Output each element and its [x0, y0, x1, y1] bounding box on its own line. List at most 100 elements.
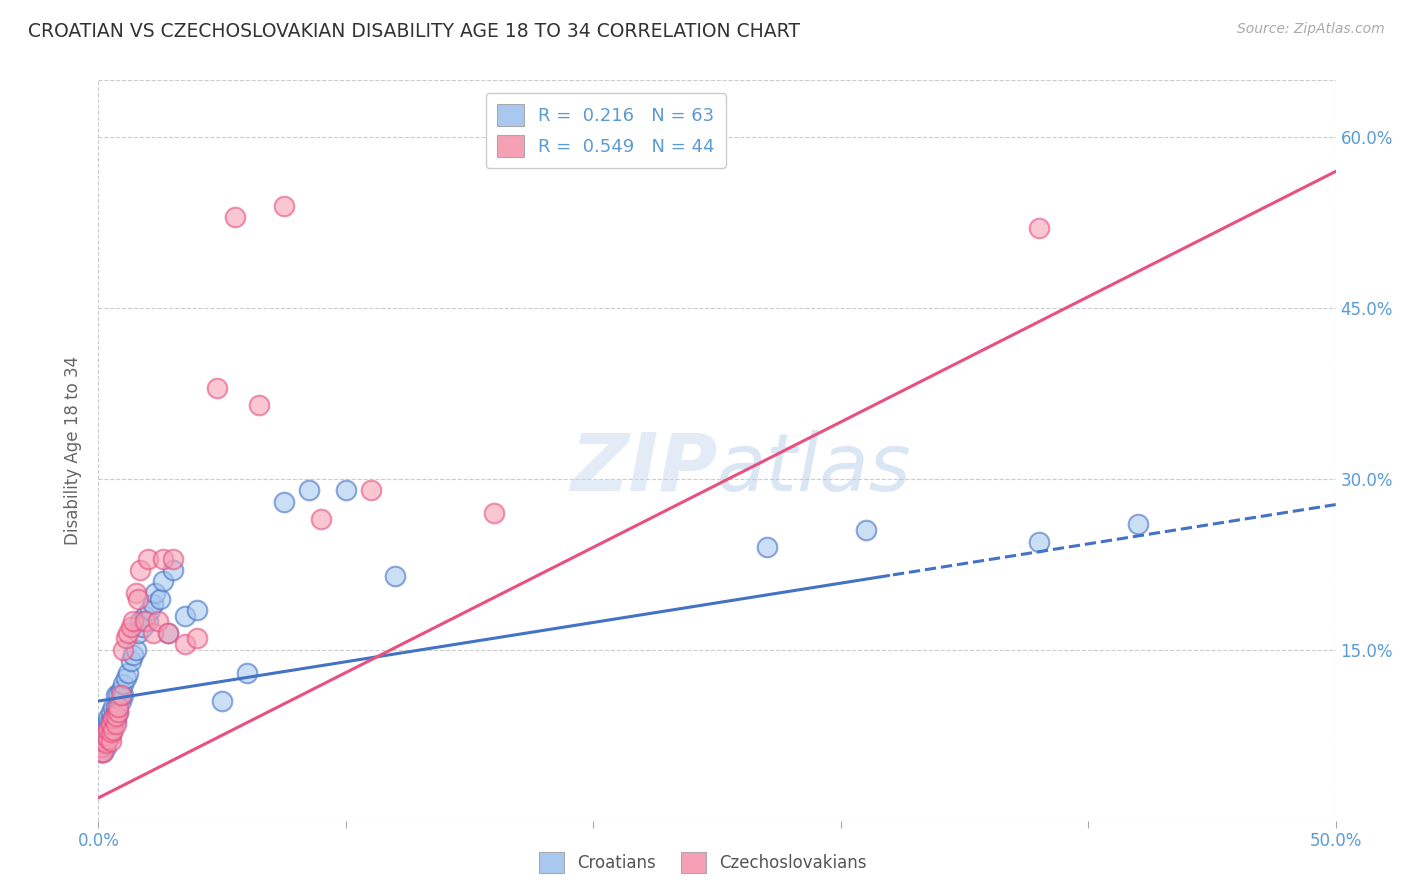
Point	[104, 699, 127, 714]
Point	[90, 739, 112, 754]
Point	[152, 551, 174, 566]
Point	[152, 574, 174, 589]
Point	[142, 625, 165, 640]
Legend: Croatians, Czechoslovakians: Croatians, Czechoslovakians	[533, 846, 873, 880]
Point	[142, 597, 165, 611]
Point	[139, 603, 162, 617]
Point	[94, 728, 117, 742]
Point	[186, 632, 208, 646]
Point	[94, 739, 117, 754]
Point	[94, 728, 117, 742]
Point	[104, 706, 127, 720]
Point	[93, 736, 115, 750]
Point	[122, 648, 145, 663]
Point	[93, 745, 115, 759]
Text: CROATIAN VS CZECHOSLOVAKIAN DISABILITY AGE 18 TO 34 CORRELATION CHART: CROATIAN VS CZECHOSLOVAKIAN DISABILITY A…	[28, 22, 800, 41]
Point	[90, 745, 112, 759]
Point	[103, 711, 125, 725]
Point	[93, 734, 115, 748]
Point	[93, 728, 115, 742]
Point	[94, 736, 117, 750]
Point	[236, 665, 259, 680]
Point	[93, 728, 115, 742]
Legend: R =  0.216   N = 63, R =  0.549   N = 44: R = 0.216 N = 63, R = 0.549 N = 44	[486, 93, 725, 168]
Point	[100, 706, 122, 720]
Point	[146, 615, 169, 629]
Text: Source: ZipAtlas.com: Source: ZipAtlas.com	[1237, 22, 1385, 37]
Point	[855, 523, 877, 537]
Text: atlas: atlas	[717, 430, 912, 508]
Point	[110, 694, 132, 708]
Point	[107, 706, 129, 720]
Point	[110, 682, 132, 697]
Point	[97, 716, 120, 731]
Point	[93, 731, 115, 746]
Point	[100, 728, 122, 742]
Point	[755, 541, 778, 555]
Point	[149, 591, 172, 606]
Point	[134, 615, 156, 629]
Point	[104, 716, 127, 731]
Point	[90, 745, 112, 759]
Point	[205, 381, 228, 395]
Point	[224, 210, 246, 224]
Point	[97, 711, 120, 725]
Point	[124, 642, 146, 657]
Point	[112, 642, 135, 657]
Point	[90, 739, 112, 754]
Point	[94, 734, 117, 748]
Point	[384, 568, 406, 582]
Point	[273, 494, 295, 508]
Point	[103, 699, 125, 714]
Point	[132, 620, 155, 634]
Point	[136, 615, 159, 629]
Point	[97, 731, 120, 746]
Point	[104, 689, 127, 703]
Point	[1028, 221, 1050, 235]
Point	[107, 699, 129, 714]
Point	[114, 632, 136, 646]
Point	[174, 608, 197, 623]
Point	[1126, 517, 1149, 532]
Point	[103, 711, 125, 725]
Point	[97, 731, 120, 746]
Point	[94, 716, 117, 731]
Point	[186, 603, 208, 617]
Point	[100, 714, 122, 728]
Point	[247, 398, 270, 412]
Point	[134, 608, 156, 623]
Point	[127, 625, 149, 640]
Point	[103, 723, 125, 737]
Point	[107, 689, 129, 703]
Point	[1028, 534, 1050, 549]
Point	[117, 665, 139, 680]
Point	[93, 745, 115, 759]
Point	[211, 694, 233, 708]
Point	[104, 709, 127, 723]
Point	[484, 506, 506, 520]
Point	[100, 716, 122, 731]
Point	[97, 723, 120, 737]
Point	[360, 483, 382, 498]
Point	[112, 677, 135, 691]
Point	[110, 689, 132, 703]
Point	[129, 563, 152, 577]
Point	[107, 706, 129, 720]
Point	[100, 720, 122, 734]
Text: ZIP: ZIP	[569, 430, 717, 508]
Point	[122, 615, 145, 629]
Y-axis label: Disability Age 18 to 34: Disability Age 18 to 34	[65, 356, 83, 545]
Point	[273, 198, 295, 212]
Point	[104, 714, 127, 728]
Point	[136, 551, 159, 566]
Point	[100, 724, 122, 739]
Point	[162, 551, 184, 566]
Point	[156, 625, 179, 640]
Point	[120, 620, 142, 634]
Point	[174, 637, 197, 651]
Point	[97, 723, 120, 737]
Point	[162, 563, 184, 577]
Point	[309, 512, 332, 526]
Point	[112, 689, 135, 703]
Point	[94, 723, 117, 737]
